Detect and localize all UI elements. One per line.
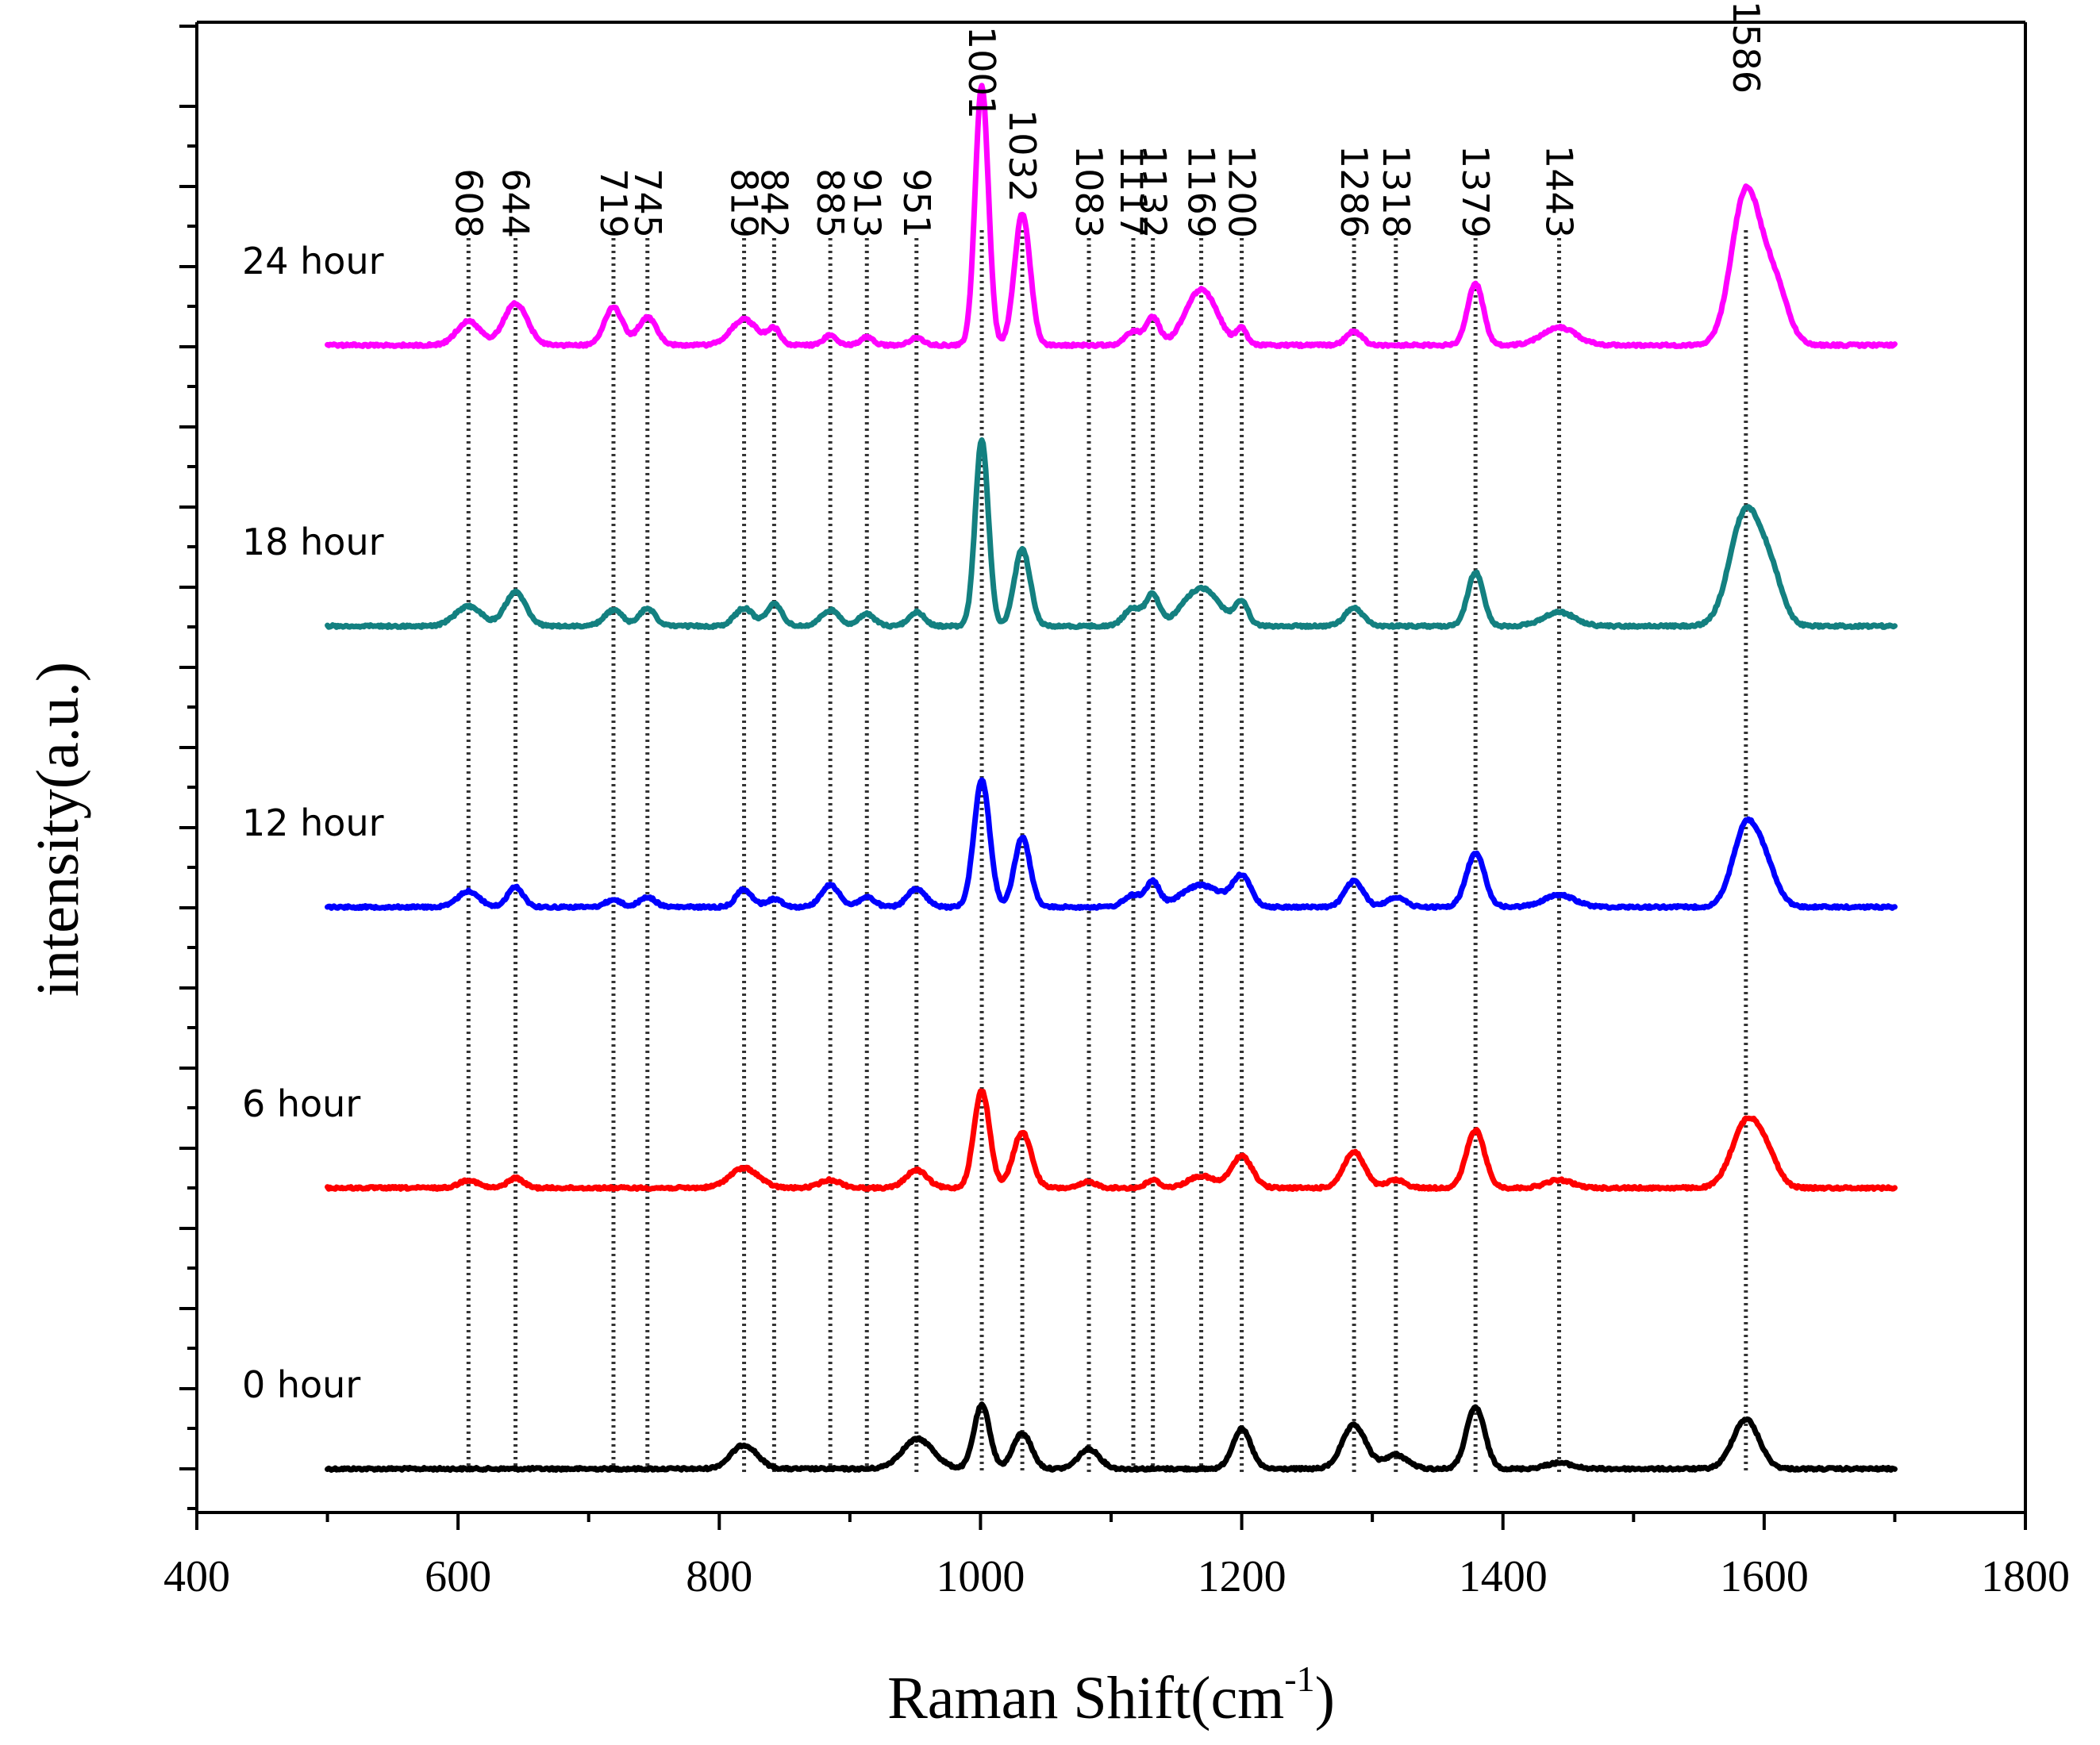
peak-label-1443: 1443	[1537, 145, 1580, 238]
peak-label-1318: 1318	[1375, 145, 1417, 238]
peak-label-885: 885	[809, 168, 852, 238]
x-tick-label-1200: 1200	[1198, 1552, 1287, 1601]
peak-label-842: 842	[752, 168, 795, 238]
x-tick-label-600: 600	[425, 1552, 491, 1601]
series-label-12-hour: 12 hour	[242, 801, 384, 844]
series-label-18-hour: 18 hour	[242, 521, 384, 563]
peak-label-1032: 1032	[1001, 110, 1044, 202]
peak-label-1169: 1169	[1180, 145, 1223, 238]
x-axis-title: Raman Shift(cm-1)	[887, 1659, 1335, 1732]
peak-label-1586: 1586	[1725, 1, 1767, 94]
peak-label-745: 745	[626, 168, 669, 238]
trace-24-hour	[325, 83, 1898, 349]
series-label-24-hour: 24 hour	[242, 240, 384, 283]
peak-label-1083: 1083	[1067, 145, 1110, 238]
x-tick-label-800: 800	[686, 1552, 752, 1601]
peak-label-1286: 1286	[1333, 145, 1375, 238]
x-tick-label-1600: 1600	[1720, 1552, 1809, 1601]
peak-label-1001: 1001	[960, 26, 1003, 119]
trace-6-hour	[325, 1088, 1898, 1192]
peak-label-913: 913	[845, 168, 888, 238]
trace-0-hour	[325, 1401, 1898, 1473]
peak-guide-lines	[466, 230, 1748, 1474]
peak-label-1379: 1379	[1454, 145, 1497, 238]
x-axis-title-superscript: -1	[1284, 1659, 1314, 1699]
x-tick-label-1800: 1800	[1981, 1552, 2070, 1601]
peak-label-644: 644	[494, 168, 537, 238]
trace-12-hour	[325, 777, 1898, 911]
peak-label-719: 719	[592, 168, 635, 238]
x-axis-title-close: )	[1315, 1665, 1335, 1732]
x-tick-label-1000: 1000	[936, 1552, 1025, 1601]
peak-label-951: 951	[895, 168, 938, 238]
series-label-0-hour: 0 hour	[242, 1363, 360, 1406]
peak-label-819: 819	[723, 168, 766, 238]
y-axis-ticks	[179, 25, 197, 1510]
series-label-6-hour: 6 hour	[242, 1082, 360, 1125]
peak-label-608: 608	[447, 168, 490, 238]
spectra-traces	[325, 83, 1898, 1473]
x-axis-title-main: Raman Shift(cm	[887, 1665, 1284, 1732]
x-tick-label-400: 400	[163, 1552, 230, 1601]
trace-18-hour	[325, 437, 1898, 630]
x-tick-label-1400: 1400	[1459, 1552, 1548, 1601]
series-labels: 0 hour 6 hour 12 hour 18 hour 24 hour	[242, 240, 384, 1406]
y-axis-title: intensity(a.u.)	[25, 662, 91, 997]
peak-label-1200: 1200	[1221, 145, 1263, 238]
peak-label-1132: 1132	[1132, 145, 1175, 238]
peak-label-1117: 1117	[1112, 145, 1155, 238]
x-axis-ticks: 400 600 800 1000 1200 1400 1600 1800	[163, 1512, 2070, 1601]
